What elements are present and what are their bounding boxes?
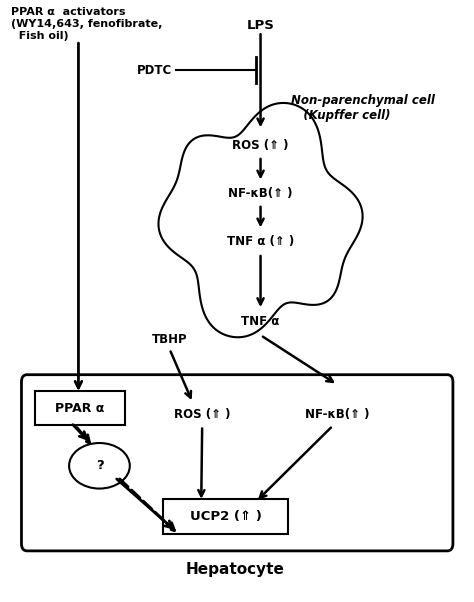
FancyBboxPatch shape	[35, 391, 125, 425]
FancyBboxPatch shape	[163, 499, 288, 534]
Text: TBHP: TBHP	[152, 333, 187, 346]
Polygon shape	[158, 103, 363, 337]
Text: ?: ?	[96, 459, 103, 473]
Text: UCP2 (⇑ ): UCP2 (⇑ )	[190, 510, 262, 523]
Text: PDTC: PDTC	[137, 64, 172, 77]
Text: Non-parenchymal cell
   (Kupffer cell): Non-parenchymal cell (Kupffer cell)	[291, 95, 435, 122]
Text: TNF α (⇑ ): TNF α (⇑ )	[227, 235, 294, 247]
Text: PPAR α: PPAR α	[55, 402, 104, 415]
Text: ROS (⇑ ): ROS (⇑ )	[174, 408, 230, 421]
Text: Hepatocyte: Hepatocyte	[185, 562, 284, 577]
Text: PPAR α  activators
(WY14,643, fenofibrate,
  Fish oil): PPAR α activators (WY14,643, fenofibrate…	[11, 7, 162, 40]
Text: NF-κB(⇑ ): NF-κB(⇑ )	[228, 187, 293, 200]
Text: LPS: LPS	[246, 19, 274, 33]
Text: ROS (⇑ ): ROS (⇑ )	[232, 138, 289, 152]
Ellipse shape	[69, 443, 130, 489]
Text: NF-κB(⇑ ): NF-κB(⇑ )	[305, 408, 370, 421]
Text: TNF α: TNF α	[241, 315, 280, 329]
